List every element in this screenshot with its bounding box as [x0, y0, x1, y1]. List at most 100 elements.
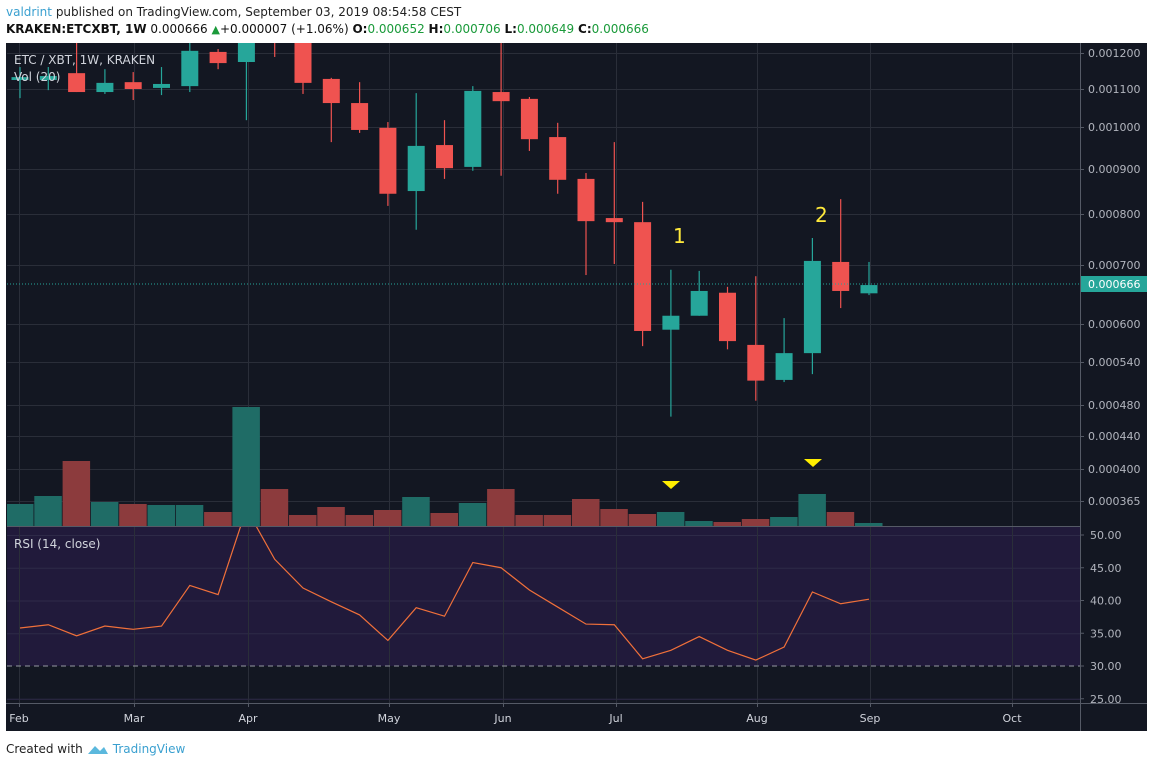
candle[interactable] [549, 122, 567, 194]
candle[interactable] [68, 38, 86, 93]
volume-bar [147, 505, 175, 526]
candle-body [436, 145, 453, 169]
candle[interactable] [719, 286, 736, 350]
price-tick-label: 0.000800 [1088, 208, 1141, 221]
candle-body [634, 222, 652, 331]
candle[interactable] [39, 67, 57, 91]
volume-bar [345, 515, 374, 526]
candle[interactable] [492, 39, 510, 176]
volume-bar [7, 504, 34, 526]
price-tick-label: 0.001000 [1088, 121, 1141, 134]
rsi-legend: RSI (14, close) [14, 537, 100, 551]
candle[interactable] [294, 31, 312, 94]
candle[interactable] [96, 69, 114, 94]
low-value: 0.000649 [516, 22, 575, 36]
close-label: C: [578, 22, 592, 36]
candle-body [96, 82, 114, 93]
volume-bar [600, 509, 628, 526]
candle[interactable] [237, 31, 255, 121]
time-tick-label: Mar [124, 712, 145, 725]
volume-bar [770, 517, 798, 526]
candle[interactable] [436, 120, 453, 179]
rsi-tick-label: 30.00 [1090, 660, 1122, 673]
time-tick-label: Apr [238, 712, 258, 725]
candle-body [803, 260, 821, 354]
candles[interactable] [11, 17, 878, 417]
marker-1-triangle-icon [662, 481, 680, 489]
candle[interactable] [124, 72, 142, 101]
time-tick-label: Oct [1002, 712, 1022, 725]
time-tick-label: Jul [608, 712, 622, 725]
candle-body [605, 218, 623, 223]
price-tick-label: 0.000400 [1088, 463, 1141, 476]
rsi-tick-label: 50.00 [1090, 529, 1122, 542]
candle[interactable] [634, 201, 652, 347]
candle-body [39, 76, 57, 80]
marker-2-triangle-icon [804, 459, 822, 467]
symbol-quote: KRAKEN:ETCXBT, 1W 0.000666 ▲+0.000007 (+… [6, 22, 649, 36]
candle[interactable] [775, 318, 793, 383]
low-label: L: [504, 22, 517, 36]
candle[interactable] [11, 67, 29, 99]
volume-bar [175, 505, 204, 526]
candle[interactable] [407, 93, 425, 230]
symbol: KRAKEN:ETCXBT, 1W [6, 22, 147, 36]
price-tick-label: 0.000600 [1088, 318, 1141, 331]
candle-body [322, 78, 340, 104]
candle[interactable] [351, 82, 369, 133]
volume-bar [741, 519, 770, 526]
candle-body [407, 145, 425, 192]
candle-body [860, 285, 878, 294]
candle-body [237, 43, 255, 62]
rsi-tick-label: 35.00 [1090, 627, 1122, 640]
candle[interactable] [379, 122, 397, 206]
price-tick-label: 0.000900 [1088, 163, 1141, 176]
candle[interactable] [464, 86, 482, 171]
candle[interactable] [860, 261, 878, 296]
candle-body [662, 315, 680, 330]
time-axis[interactable]: Feb Mar Apr May Jun Jul Aug Sep Oct [9, 703, 1022, 725]
candle-body [209, 51, 227, 64]
rsi-tick-label: 25.00 [1090, 693, 1122, 706]
rsi-axis[interactable]: 50.00 45.00 40.00 35.00 30.00 25.00 [1080, 529, 1122, 706]
candle-body [266, 24, 283, 35]
candle[interactable] [153, 67, 170, 96]
volume-bar [232, 407, 260, 526]
candle-body [492, 92, 510, 102]
volume-bar [713, 522, 741, 526]
current-price-label: 0.000666 [1088, 278, 1141, 291]
candle[interactable] [662, 269, 680, 417]
volume-bar [430, 513, 458, 526]
tradingview-logo-icon [87, 746, 108, 754]
rsi-line [19, 527, 870, 661]
publish-info: valdrint published on TradingView.com, S… [6, 5, 461, 19]
volume-bar [317, 507, 345, 526]
candle[interactable] [577, 173, 595, 276]
candle[interactable] [605, 142, 623, 264]
price-tick-label: 0.001100 [1088, 83, 1141, 96]
time-tick-label: Aug [746, 712, 767, 725]
tradingview-link[interactable]: TradingView [112, 742, 186, 756]
candle[interactable] [266, 17, 283, 57]
candle[interactable] [690, 270, 708, 316]
price-axis[interactable]: 0.001200 0.001100 0.001000 0.000900 0.000800… [1080, 47, 1141, 508]
candle-body [690, 290, 708, 316]
price-tick-label: 0.001200 [1088, 47, 1141, 60]
volume-bar [458, 503, 487, 526]
time-tick-label: Feb [9, 712, 28, 725]
candle[interactable] [747, 276, 765, 401]
candle[interactable] [181, 38, 199, 93]
volume-bar [515, 515, 543, 526]
time-tick-label: Jun [493, 712, 511, 725]
author-link[interactable]: valdrint [6, 5, 52, 19]
candle[interactable] [322, 77, 340, 143]
candle[interactable] [520, 96, 538, 151]
candle-body [379, 127, 397, 194]
volume-bar [119, 504, 147, 526]
candle[interactable] [209, 49, 227, 70]
volume-bar [798, 494, 826, 526]
volume-bar [62, 461, 91, 526]
open-value: 0.000652 [367, 22, 425, 36]
candle-body [124, 82, 142, 89]
